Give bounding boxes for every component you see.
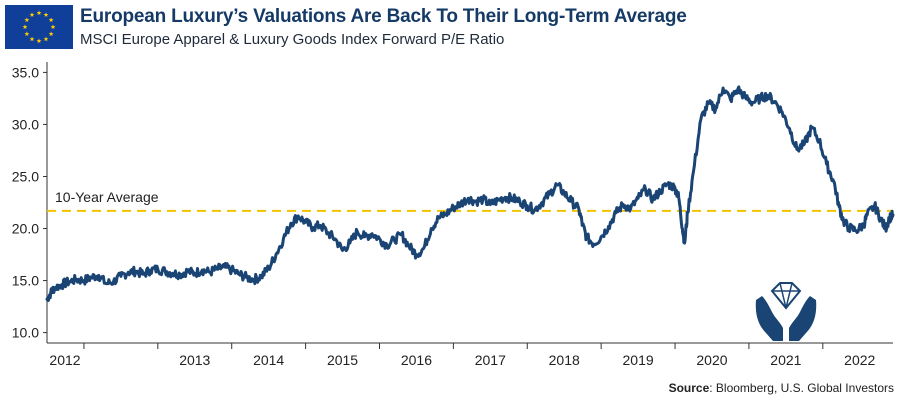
y-tick-label: 25.0 (12, 168, 39, 184)
diamond-shape (770, 282, 802, 310)
diamond-hands-icon (755, 282, 817, 341)
source-label: Source (668, 381, 710, 395)
left-hand-shape (755, 296, 783, 341)
x-tick-label: 2021 (770, 352, 801, 368)
flag-star-icon (43, 12, 49, 17)
eu-flag-icon (5, 5, 73, 49)
x-tick-label: 2019 (623, 352, 654, 368)
flag-star-icon (36, 38, 42, 44)
x-tick-label: 2016 (401, 352, 432, 368)
x-tick-label: 2022 (844, 352, 875, 368)
right-hand-shape (789, 296, 817, 341)
x-tick-label: 2020 (696, 352, 727, 368)
source-note: Source: Bloomberg, U.S. Global Investors (669, 381, 894, 395)
y-tick-label: 20.0 (12, 221, 39, 237)
flag-star-icon (24, 17, 30, 23)
y-tick-label: 10.0 (12, 325, 39, 341)
flag-star-icon (48, 17, 54, 23)
x-tick-label: 2012 (49, 352, 80, 368)
x-tick-label: 2015 (327, 352, 358, 368)
flag-star-icon (24, 31, 30, 37)
y-tick-label: 15.0 (12, 273, 39, 289)
flag-star-icon (48, 31, 54, 37)
flag-star-icon (36, 10, 42, 16)
flag-star-icon (22, 24, 28, 30)
x-tick-label: 2014 (253, 352, 284, 368)
source-text: : Bloomberg, U.S. Global Investors (709, 381, 894, 395)
x-tick-label: 2013 (179, 352, 210, 368)
diamond-facets (772, 282, 800, 309)
x-tick-label: 2017 (475, 352, 506, 368)
flag-star-icon (29, 36, 35, 42)
series-line (45, 85, 895, 302)
chart-subtitle: MSCI Europe Apparel & Luxury Goods Index… (80, 31, 505, 48)
average-reference-label: 10-Year Average (55, 189, 159, 205)
y-tick-label: 35.0 (12, 64, 39, 80)
y-tick-label: 30.0 (12, 116, 39, 132)
flag-star-icon (29, 12, 35, 17)
chart-title: European Luxury’s Valuations Are Back To… (80, 6, 687, 27)
flag-star-icon (43, 36, 49, 42)
flag-star-icon (50, 24, 56, 30)
x-tick-label: 2018 (549, 352, 580, 368)
